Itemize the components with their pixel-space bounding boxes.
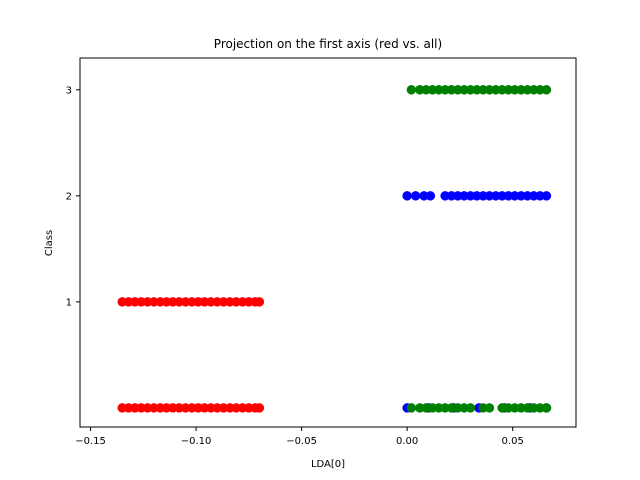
data-point — [254, 297, 265, 307]
x-axis-title: LDA[0] — [311, 459, 345, 470]
y-tick-label: 1 — [66, 297, 72, 308]
y-axis-title: Class — [44, 230, 55, 256]
data-point — [541, 191, 552, 201]
x-tick-label: 0.05 — [502, 436, 524, 447]
plot-frame — [79, 57, 577, 428]
data-point — [402, 191, 412, 201]
x-axis: −0.15 −0.10 −0.05 0.00 0.05 — [75, 427, 524, 447]
x-tick-label: −0.15 — [75, 436, 106, 447]
data-point — [465, 403, 476, 413]
y-tick-label: 3 — [66, 85, 72, 96]
x-tick-label: −0.10 — [181, 436, 212, 447]
data-point — [410, 191, 421, 201]
data-point — [406, 403, 417, 413]
data-point — [541, 403, 552, 413]
y-axis: 1 2 3 — [66, 85, 80, 308]
data-point — [484, 403, 495, 413]
data-point — [541, 85, 552, 95]
plot-marks — [117, 85, 552, 413]
data-point — [254, 403, 265, 413]
data-point — [406, 85, 417, 95]
data-point — [425, 191, 436, 201]
chart-title: Projection on the first axis (red vs. al… — [214, 37, 442, 51]
x-tick-label: −0.05 — [286, 436, 317, 447]
x-tick-label: 0.00 — [396, 436, 418, 447]
y-tick-label: 2 — [66, 191, 72, 202]
